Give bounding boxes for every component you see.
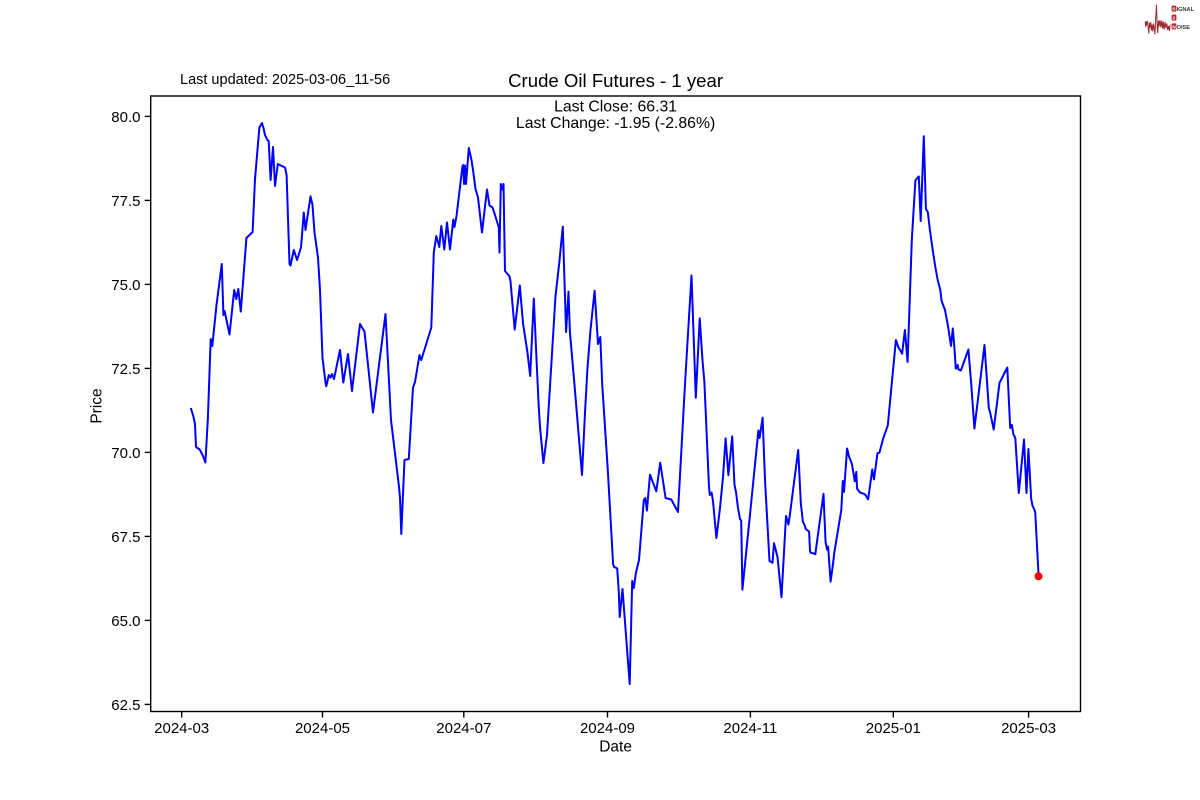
svg-text:75.0: 75.0 <box>111 277 140 294</box>
svg-text:IGNAL: IGNAL <box>1177 7 1195 13</box>
svg-text:70.0: 70.0 <box>111 445 140 462</box>
svg-text:62.5: 62.5 <box>111 697 140 714</box>
svg-text:Last Change: -1.95 (-2.86%): Last Change: -1.95 (-2.86%) <box>516 115 715 132</box>
svg-text:2: 2 <box>1173 16 1176 22</box>
svg-text:Price: Price <box>89 388 106 423</box>
svg-text:2025-01: 2025-01 <box>866 720 921 737</box>
svg-text:Last Close: 66.31: Last Close: 66.31 <box>554 99 677 116</box>
svg-text:72.5: 72.5 <box>111 361 140 378</box>
svg-text:2024-03: 2024-03 <box>154 720 209 737</box>
svg-text:N: N <box>1172 25 1176 31</box>
svg-text:2024-05: 2024-05 <box>295 720 350 737</box>
svg-text:2024-09: 2024-09 <box>580 720 635 737</box>
svg-text:80.0: 80.0 <box>111 109 140 126</box>
svg-text:2024-07: 2024-07 <box>436 720 491 737</box>
svg-text:Date: Date <box>599 739 632 756</box>
svg-text:Crude Oil Futures - 1 year: Crude Oil Futures - 1 year <box>508 70 723 91</box>
svg-text:OISE: OISE <box>1177 25 1191 31</box>
svg-text:Last updated: 2025-03-06_11-56: Last updated: 2025-03-06_11-56 <box>180 72 390 88</box>
svg-text:65.0: 65.0 <box>111 613 140 630</box>
svg-text:77.5: 77.5 <box>111 193 140 210</box>
svg-text:S: S <box>1172 7 1176 13</box>
svg-text:67.5: 67.5 <box>111 529 140 546</box>
svg-text:2025-03: 2025-03 <box>1001 720 1056 737</box>
svg-text:2024-11: 2024-11 <box>723 720 777 737</box>
